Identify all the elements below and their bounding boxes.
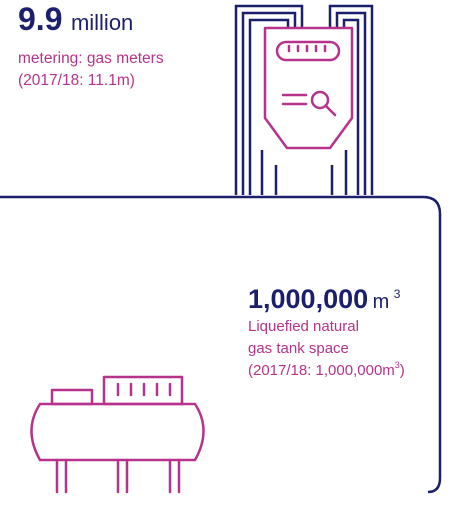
divider — [0, 195, 442, 494]
lng-comparison-text: (2017/18: 1,000,000m — [248, 362, 395, 379]
tank-icon — [30, 375, 205, 494]
lng-label: Liquefied natural — [248, 318, 359, 335]
lng-comparison-end: ) — [400, 362, 405, 379]
meter-icon — [263, 26, 354, 150]
lng-label: gas tank space — [248, 340, 349, 357]
lng-value: 1,000,000 — [248, 284, 368, 314]
lng-comparison: (2017/18: 1,000,000m3) — [248, 360, 405, 379]
meters-comparison: (2017/18: 11.1m) — [18, 72, 135, 89]
lng-headline: 1,000,000 m 3 — [248, 284, 401, 314]
lng-unit-sup: 3 — [394, 287, 401, 301]
meters-value: 9.9 — [18, 1, 62, 37]
meters-unit: million — [71, 10, 133, 35]
lng-comparison-sup: 3 — [395, 360, 400, 370]
meters-headline: 9.9 million — [18, 1, 133, 37]
lng-unit: m — [373, 291, 390, 313]
pipes — [234, 4, 374, 195]
meters-label: metering: gas meters — [18, 50, 164, 67]
